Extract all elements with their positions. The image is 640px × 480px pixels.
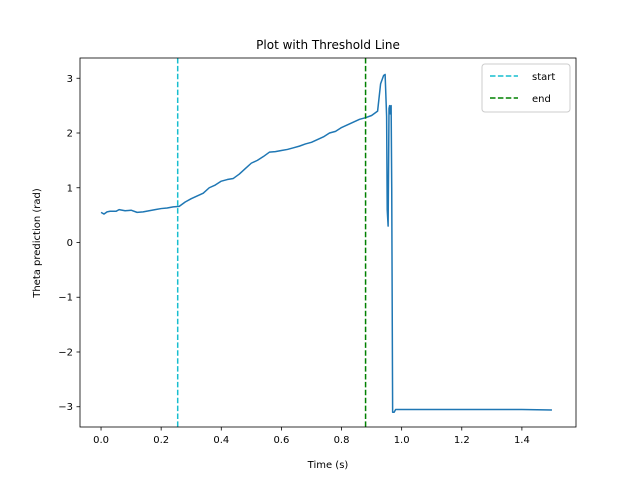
legend: start end	[481, 63, 571, 113]
x-ticks: 0.0 0.2 0.4 0.6 0.8 1.0 1.2 1.4	[93, 427, 530, 446]
x-tick-label: 1.4	[514, 435, 530, 446]
y-ticks: −3 −2 −1 0 1 2 3	[58, 74, 80, 413]
plot-area	[80, 58, 576, 427]
x-axis-label: Time (s)	[307, 460, 349, 471]
legend-frame	[481, 63, 571, 113]
y-tick-label: −2	[58, 347, 73, 358]
x-tick-label: 1.2	[454, 435, 470, 446]
y-tick-label: 1	[67, 183, 73, 194]
x-tick-label: 0.8	[334, 435, 350, 446]
y-tick-label: 0	[67, 238, 73, 249]
data-layer	[100, 58, 552, 427]
x-tick-label: 0.0	[93, 435, 109, 446]
y-tick-label: 2	[67, 129, 73, 140]
legend-end-label: end	[532, 94, 551, 105]
chart-title: Plot with Threshold Line	[256, 38, 400, 52]
x-tick-label: 0.2	[153, 435, 169, 446]
x-tick-label: 0.6	[273, 435, 289, 446]
x-tick-label: 1.0	[394, 435, 410, 446]
y-tick-label: 3	[67, 74, 73, 85]
legend-start-label: start	[532, 72, 555, 83]
y-axis-label: Theta prediction (rad)	[32, 188, 43, 299]
y-tick-label: −3	[58, 402, 73, 413]
series-line	[100, 73, 552, 413]
axes-background	[80, 58, 576, 427]
x-tick-label: 0.4	[213, 435, 229, 446]
y-tick-label: −1	[58, 293, 73, 304]
